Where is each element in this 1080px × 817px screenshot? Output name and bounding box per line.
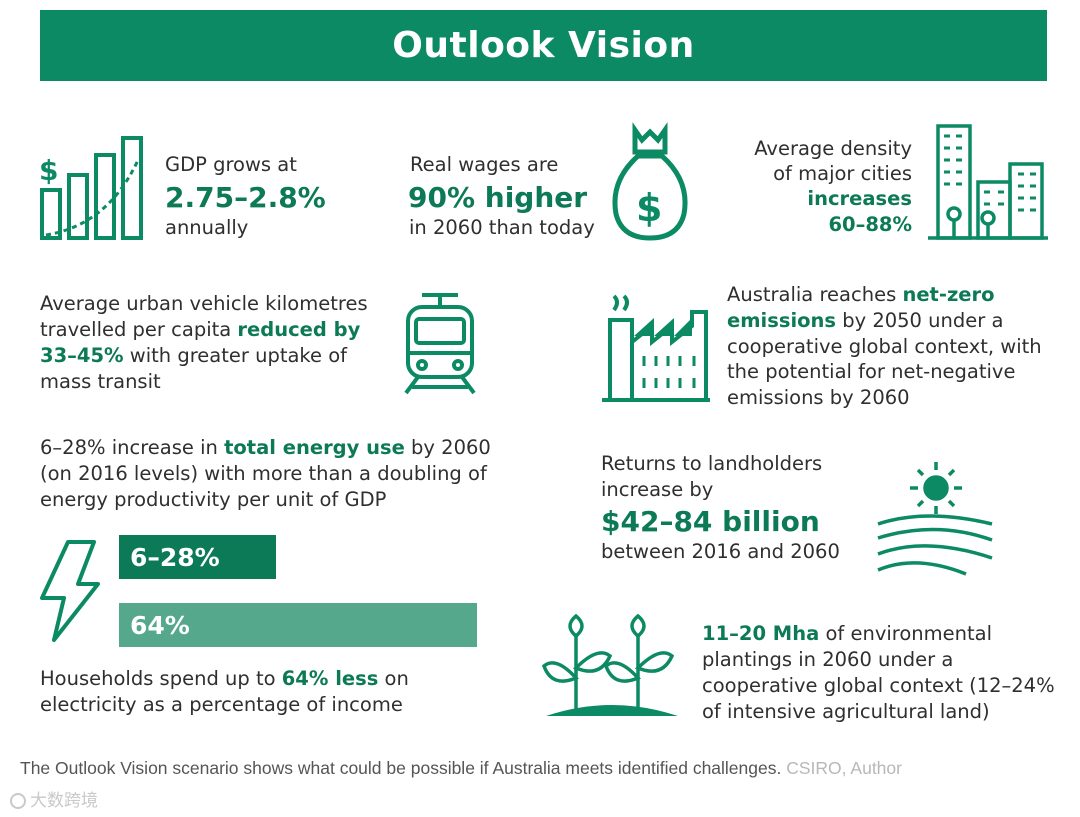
landholders-line-1: Returns to landholders xyxy=(601,452,823,475)
households-line-2: electricity as a percentage of income xyxy=(40,693,403,716)
svg-text:$: $ xyxy=(636,186,662,230)
density-value: 60–88% xyxy=(828,213,912,236)
emissions-emphasis: emissions xyxy=(727,309,837,332)
money-bag-icon: $ xyxy=(612,122,688,241)
households-line-1a: Households spend up to xyxy=(40,667,282,690)
factory-icon xyxy=(602,294,710,402)
vkt-line-2a: travelled per capita xyxy=(40,318,238,341)
page-title: Outlook Vision xyxy=(392,25,695,66)
vkt-value: 33–45% xyxy=(40,344,124,367)
gdp-value: 2.75–2.8% xyxy=(165,181,326,214)
energy-line-1c: by 2060 xyxy=(404,436,491,459)
emissions-line-1: Australia reaches net-zero xyxy=(727,282,995,307)
train-icon xyxy=(404,293,476,395)
density-increases: increases xyxy=(807,187,912,210)
vkt-line-4: mass transit xyxy=(40,370,161,393)
plantings-line-1b: of environmental xyxy=(819,622,993,645)
plantings-line-2: plantings in 2060 under a xyxy=(702,648,954,671)
energy-line-1: 6–28% increase in total energy use by 20… xyxy=(40,435,491,460)
energy-total-use: total energy use xyxy=(224,436,405,459)
vkt-line-3: 33–45% with greater uptake of xyxy=(40,343,347,368)
energy-line-1a: 6–28% increase in xyxy=(40,436,225,459)
city-buildings-icon xyxy=(928,124,1048,240)
watermark-text: 大数跨境 xyxy=(30,791,98,811)
emissions-net-zero: net-zero xyxy=(902,283,995,306)
energy-bar-2-label: 64% xyxy=(130,610,190,640)
plantings-value: 11–20 Mha xyxy=(702,622,820,645)
energy-line-3: energy productivity per unit of GDP xyxy=(40,488,387,511)
caption-text: The Outlook Vision scenario shows what c… xyxy=(20,758,782,778)
density-label-2: of major cities xyxy=(773,162,912,185)
energy-bar-6-28: 6–28% xyxy=(119,535,276,579)
landholders-value: $42–84 billion xyxy=(601,505,820,538)
lightning-bolt-icon xyxy=(40,540,100,642)
watermark-circle-icon xyxy=(10,793,26,809)
households-64-less: 64% less xyxy=(281,667,379,690)
emissions-line-4: the potential for net-negative xyxy=(727,360,1016,383)
households-line-1c: on xyxy=(378,667,409,690)
plantings-line-1: 11–20 Mha of environmental xyxy=(702,621,992,646)
figure-caption: The Outlook Vision scenario shows what c… xyxy=(20,758,902,779)
landholders-line-2: increase by xyxy=(601,478,714,501)
svg-text:$: $ xyxy=(39,154,58,187)
sun-fields-icon xyxy=(877,462,993,576)
landholders-line-4: between 2016 and 2060 xyxy=(601,540,840,563)
households-line-1: Households spend up to 64% less on xyxy=(40,666,409,691)
emissions-line-5: emissions by 2060 xyxy=(727,386,910,409)
emissions-line-3: cooperative global context, with xyxy=(727,335,1042,358)
plantings-line-4: of intensive agricultural land) xyxy=(702,700,990,723)
vkt-line-2: travelled per capita reduced by xyxy=(40,317,360,342)
vkt-reduced-by: reduced by xyxy=(237,318,361,341)
caption-credit-link[interactable]: CSIRO, Author xyxy=(786,758,902,778)
watermark-logo: 大数跨境 xyxy=(10,786,98,811)
plantings-line-3: cooperative global context (12–24% xyxy=(702,674,1055,697)
emissions-line-2: emissions by 2050 under a xyxy=(727,308,1003,333)
gdp-annually: annually xyxy=(165,216,249,239)
energy-line-2: (on 2016 levels) with more than a doubli… xyxy=(40,462,487,485)
gdp-label: GDP grows at xyxy=(165,153,297,176)
header-banner: Outlook Vision xyxy=(40,10,1047,81)
seedlings-icon xyxy=(541,613,678,716)
vkt-line-3b: with greater uptake of xyxy=(123,344,348,367)
wages-year: in 2060 than today xyxy=(409,216,595,239)
emissions-line-2b: by 2050 under a xyxy=(836,309,1004,332)
wages-value: 90% higher xyxy=(408,181,588,214)
energy-bar-1-label: 6–28% xyxy=(130,542,220,572)
wages-label: Real wages are xyxy=(410,153,559,176)
vkt-line-1: Average urban vehicle kilometres xyxy=(40,292,368,315)
emissions-line-1a: Australia reaches xyxy=(727,283,903,306)
gdp-bar-chart-icon: $ xyxy=(39,136,143,240)
density-label-1: Average density xyxy=(754,137,912,160)
energy-bar-64: 64% xyxy=(119,603,477,647)
